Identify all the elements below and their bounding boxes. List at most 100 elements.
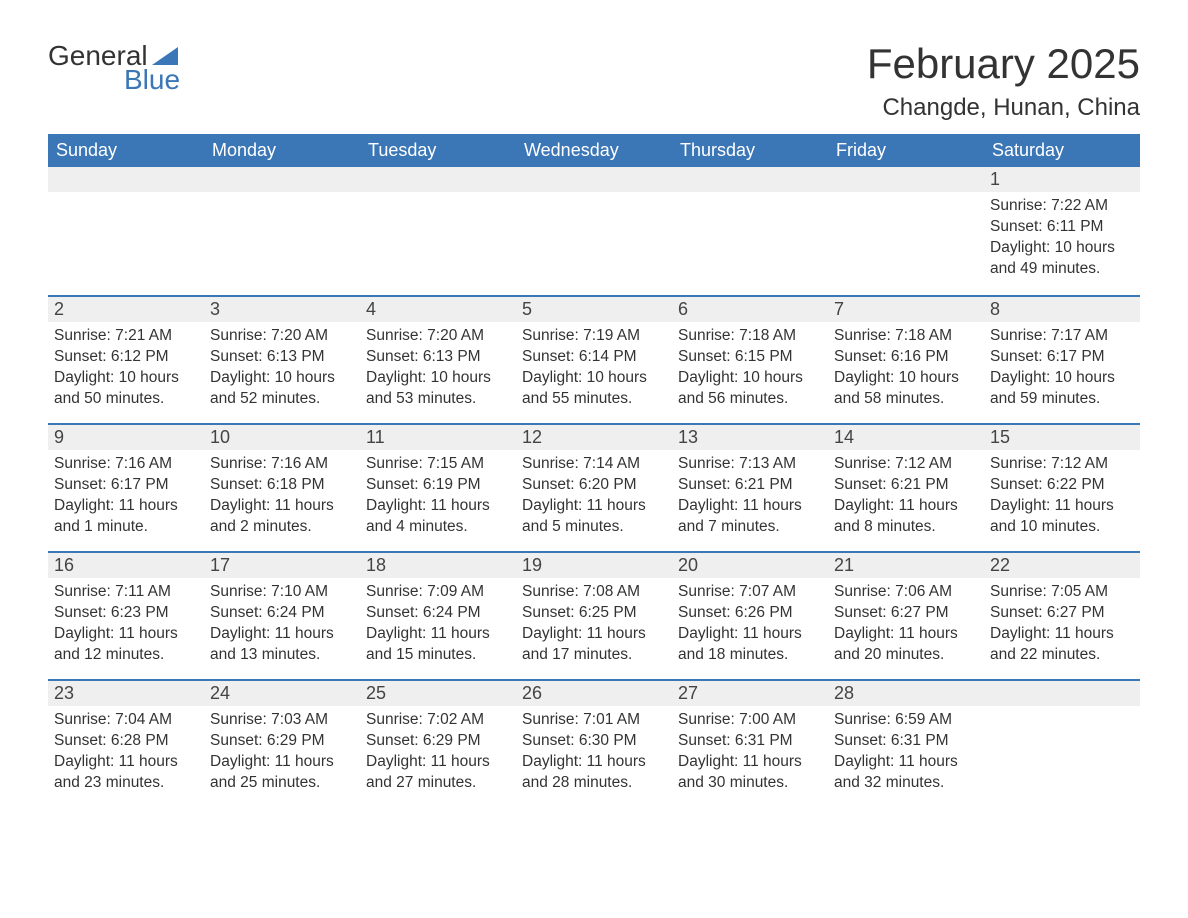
calendar-cell: 14Sunrise: 7:12 AMSunset: 6:21 PMDayligh… bbox=[828, 423, 984, 551]
calendar-cell: 20Sunrise: 7:07 AMSunset: 6:26 PMDayligh… bbox=[672, 551, 828, 679]
sail-icon bbox=[152, 47, 178, 65]
sunset-text: Sunset: 6:28 PM bbox=[54, 731, 198, 752]
day-details: Sunrise: 7:20 AMSunset: 6:13 PMDaylight:… bbox=[360, 322, 516, 418]
daylight-text: Daylight: 11 hours and 25 minutes. bbox=[210, 752, 354, 794]
sunset-text: Sunset: 6:30 PM bbox=[522, 731, 666, 752]
sunrise-text: Sunrise: 7:00 AM bbox=[678, 710, 822, 731]
day-details bbox=[48, 192, 204, 204]
day-number bbox=[204, 167, 360, 192]
day-number: 13 bbox=[672, 423, 828, 450]
calendar-table: Sunday Monday Tuesday Wednesday Thursday… bbox=[48, 134, 1140, 807]
day-number: 2 bbox=[48, 295, 204, 322]
calendar-week: 16Sunrise: 7:11 AMSunset: 6:23 PMDayligh… bbox=[48, 551, 1140, 679]
day-details bbox=[516, 192, 672, 204]
daylight-text: Daylight: 10 hours and 55 minutes. bbox=[522, 368, 666, 410]
day-details: Sunrise: 7:15 AMSunset: 6:19 PMDaylight:… bbox=[360, 450, 516, 546]
daylight-text: Daylight: 11 hours and 13 minutes. bbox=[210, 624, 354, 666]
brand-logo: General Blue bbox=[48, 40, 180, 96]
sunrise-text: Sunrise: 7:13 AM bbox=[678, 454, 822, 475]
daylight-text: Daylight: 10 hours and 52 minutes. bbox=[210, 368, 354, 410]
sunrise-text: Sunrise: 7:20 AM bbox=[210, 326, 354, 347]
sunrise-text: Sunrise: 7:09 AM bbox=[366, 582, 510, 603]
day-number: 20 bbox=[672, 551, 828, 578]
day-number: 15 bbox=[984, 423, 1140, 450]
sunrise-text: Sunrise: 7:18 AM bbox=[834, 326, 978, 347]
page-header: General Blue February 2025 Changde, Huna… bbox=[48, 40, 1140, 122]
daylight-text: Daylight: 11 hours and 7 minutes. bbox=[678, 496, 822, 538]
day-details bbox=[984, 706, 1140, 718]
calendar-cell: 11Sunrise: 7:15 AMSunset: 6:19 PMDayligh… bbox=[360, 423, 516, 551]
sunrise-text: Sunrise: 6:59 AM bbox=[834, 710, 978, 731]
sunset-text: Sunset: 6:31 PM bbox=[834, 731, 978, 752]
calendar-cell bbox=[516, 167, 672, 295]
sunset-text: Sunset: 6:21 PM bbox=[834, 475, 978, 496]
day-details: Sunrise: 7:13 AMSunset: 6:21 PMDaylight:… bbox=[672, 450, 828, 546]
day-details: Sunrise: 7:05 AMSunset: 6:27 PMDaylight:… bbox=[984, 578, 1140, 674]
calendar-cell bbox=[204, 167, 360, 295]
day-header: Monday bbox=[204, 134, 360, 167]
day-details: Sunrise: 7:00 AMSunset: 6:31 PMDaylight:… bbox=[672, 706, 828, 802]
day-number: 10 bbox=[204, 423, 360, 450]
sunset-text: Sunset: 6:29 PM bbox=[210, 731, 354, 752]
day-details: Sunrise: 7:08 AMSunset: 6:25 PMDaylight:… bbox=[516, 578, 672, 674]
sunset-text: Sunset: 6:26 PM bbox=[678, 603, 822, 624]
day-details: Sunrise: 7:21 AMSunset: 6:12 PMDaylight:… bbox=[48, 322, 204, 418]
sunset-text: Sunset: 6:12 PM bbox=[54, 347, 198, 368]
calendar-cell bbox=[828, 167, 984, 295]
daylight-text: Daylight: 11 hours and 20 minutes. bbox=[834, 624, 978, 666]
sunset-text: Sunset: 6:27 PM bbox=[990, 603, 1134, 624]
calendar-week: 1Sunrise: 7:22 AMSunset: 6:11 PMDaylight… bbox=[48, 167, 1140, 295]
sunset-text: Sunset: 6:24 PM bbox=[210, 603, 354, 624]
daylight-text: Daylight: 11 hours and 17 minutes. bbox=[522, 624, 666, 666]
day-number: 5 bbox=[516, 295, 672, 322]
day-number: 21 bbox=[828, 551, 984, 578]
sunrise-text: Sunrise: 7:10 AM bbox=[210, 582, 354, 603]
day-number bbox=[360, 167, 516, 192]
sunrise-text: Sunrise: 7:12 AM bbox=[990, 454, 1134, 475]
calendar-cell: 10Sunrise: 7:16 AMSunset: 6:18 PMDayligh… bbox=[204, 423, 360, 551]
sunrise-text: Sunrise: 7:15 AM bbox=[366, 454, 510, 475]
calendar-cell: 28Sunrise: 6:59 AMSunset: 6:31 PMDayligh… bbox=[828, 679, 984, 807]
sunset-text: Sunset: 6:15 PM bbox=[678, 347, 822, 368]
calendar-cell: 19Sunrise: 7:08 AMSunset: 6:25 PMDayligh… bbox=[516, 551, 672, 679]
calendar-cell: 3Sunrise: 7:20 AMSunset: 6:13 PMDaylight… bbox=[204, 295, 360, 423]
day-number: 6 bbox=[672, 295, 828, 322]
calendar-cell: 4Sunrise: 7:20 AMSunset: 6:13 PMDaylight… bbox=[360, 295, 516, 423]
day-details: Sunrise: 7:07 AMSunset: 6:26 PMDaylight:… bbox=[672, 578, 828, 674]
day-number: 4 bbox=[360, 295, 516, 322]
daylight-text: Daylight: 11 hours and 32 minutes. bbox=[834, 752, 978, 794]
daylight-text: Daylight: 11 hours and 10 minutes. bbox=[990, 496, 1134, 538]
calendar-cell: 24Sunrise: 7:03 AMSunset: 6:29 PMDayligh… bbox=[204, 679, 360, 807]
day-details: Sunrise: 7:17 AMSunset: 6:17 PMDaylight:… bbox=[984, 322, 1140, 418]
day-details: Sunrise: 7:18 AMSunset: 6:16 PMDaylight:… bbox=[828, 322, 984, 418]
day-details: Sunrise: 7:09 AMSunset: 6:24 PMDaylight:… bbox=[360, 578, 516, 674]
sunrise-text: Sunrise: 7:16 AM bbox=[210, 454, 354, 475]
day-number: 22 bbox=[984, 551, 1140, 578]
sunset-text: Sunset: 6:29 PM bbox=[366, 731, 510, 752]
day-number: 27 bbox=[672, 679, 828, 706]
calendar-cell: 22Sunrise: 7:05 AMSunset: 6:27 PMDayligh… bbox=[984, 551, 1140, 679]
brand-text-2: Blue bbox=[124, 64, 180, 96]
sunset-text: Sunset: 6:16 PM bbox=[834, 347, 978, 368]
day-details: Sunrise: 6:59 AMSunset: 6:31 PMDaylight:… bbox=[828, 706, 984, 802]
day-details bbox=[828, 192, 984, 204]
sunrise-text: Sunrise: 7:08 AM bbox=[522, 582, 666, 603]
daylight-text: Daylight: 11 hours and 1 minute. bbox=[54, 496, 198, 538]
day-details: Sunrise: 7:16 AMSunset: 6:17 PMDaylight:… bbox=[48, 450, 204, 546]
calendar-week: 2Sunrise: 7:21 AMSunset: 6:12 PMDaylight… bbox=[48, 295, 1140, 423]
day-number: 8 bbox=[984, 295, 1140, 322]
calendar-cell: 8Sunrise: 7:17 AMSunset: 6:17 PMDaylight… bbox=[984, 295, 1140, 423]
sunset-text: Sunset: 6:23 PM bbox=[54, 603, 198, 624]
daylight-text: Daylight: 11 hours and 5 minutes. bbox=[522, 496, 666, 538]
calendar-cell: 7Sunrise: 7:18 AMSunset: 6:16 PMDaylight… bbox=[828, 295, 984, 423]
day-number: 12 bbox=[516, 423, 672, 450]
sunset-text: Sunset: 6:13 PM bbox=[366, 347, 510, 368]
sunset-text: Sunset: 6:17 PM bbox=[54, 475, 198, 496]
day-number bbox=[672, 167, 828, 192]
day-details: Sunrise: 7:10 AMSunset: 6:24 PMDaylight:… bbox=[204, 578, 360, 674]
sunrise-text: Sunrise: 7:04 AM bbox=[54, 710, 198, 731]
daylight-text: Daylight: 10 hours and 49 minutes. bbox=[990, 238, 1134, 280]
sunrise-text: Sunrise: 7:07 AM bbox=[678, 582, 822, 603]
day-details: Sunrise: 7:03 AMSunset: 6:29 PMDaylight:… bbox=[204, 706, 360, 802]
sunset-text: Sunset: 6:24 PM bbox=[366, 603, 510, 624]
